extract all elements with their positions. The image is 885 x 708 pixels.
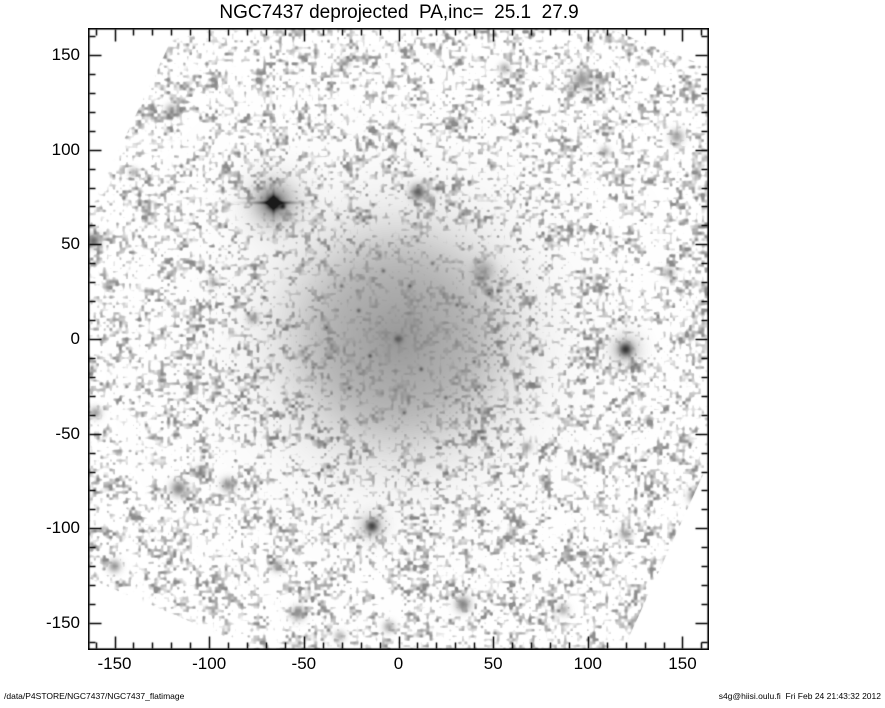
x-tick-label: 100 <box>573 654 603 673</box>
image-plot-canvas <box>88 28 709 650</box>
x-tick-label: 150 <box>668 654 697 673</box>
x-tick-label: -100 <box>192 654 227 673</box>
y-tick-label: 100 <box>51 139 80 159</box>
plot-title: NGC7437 deprojected PA,inc= 25.1 27.9 <box>219 2 579 23</box>
x-tick-label: 50 <box>483 654 503 673</box>
x-tick-label: 0 <box>393 654 404 673</box>
footer-file-path: /data/P4STORE/NGC7437/NGC7437_flatimage <box>4 691 185 701</box>
y-tick-label: -150 <box>45 612 80 632</box>
x-tick-label: -150 <box>97 654 132 673</box>
y-tick-label: -50 <box>55 423 80 443</box>
footer-signature-timestamp: s4g@hiisi.oulu.fi Fri Feb 24 21:43:32 20… <box>718 691 881 701</box>
y-tick-label: -100 <box>45 518 80 538</box>
y-tick-label: 150 <box>51 45 80 65</box>
y-tick-label: 0 <box>70 329 80 348</box>
x-tick-label: -50 <box>291 654 317 673</box>
y-tick-label: 50 <box>61 234 80 254</box>
